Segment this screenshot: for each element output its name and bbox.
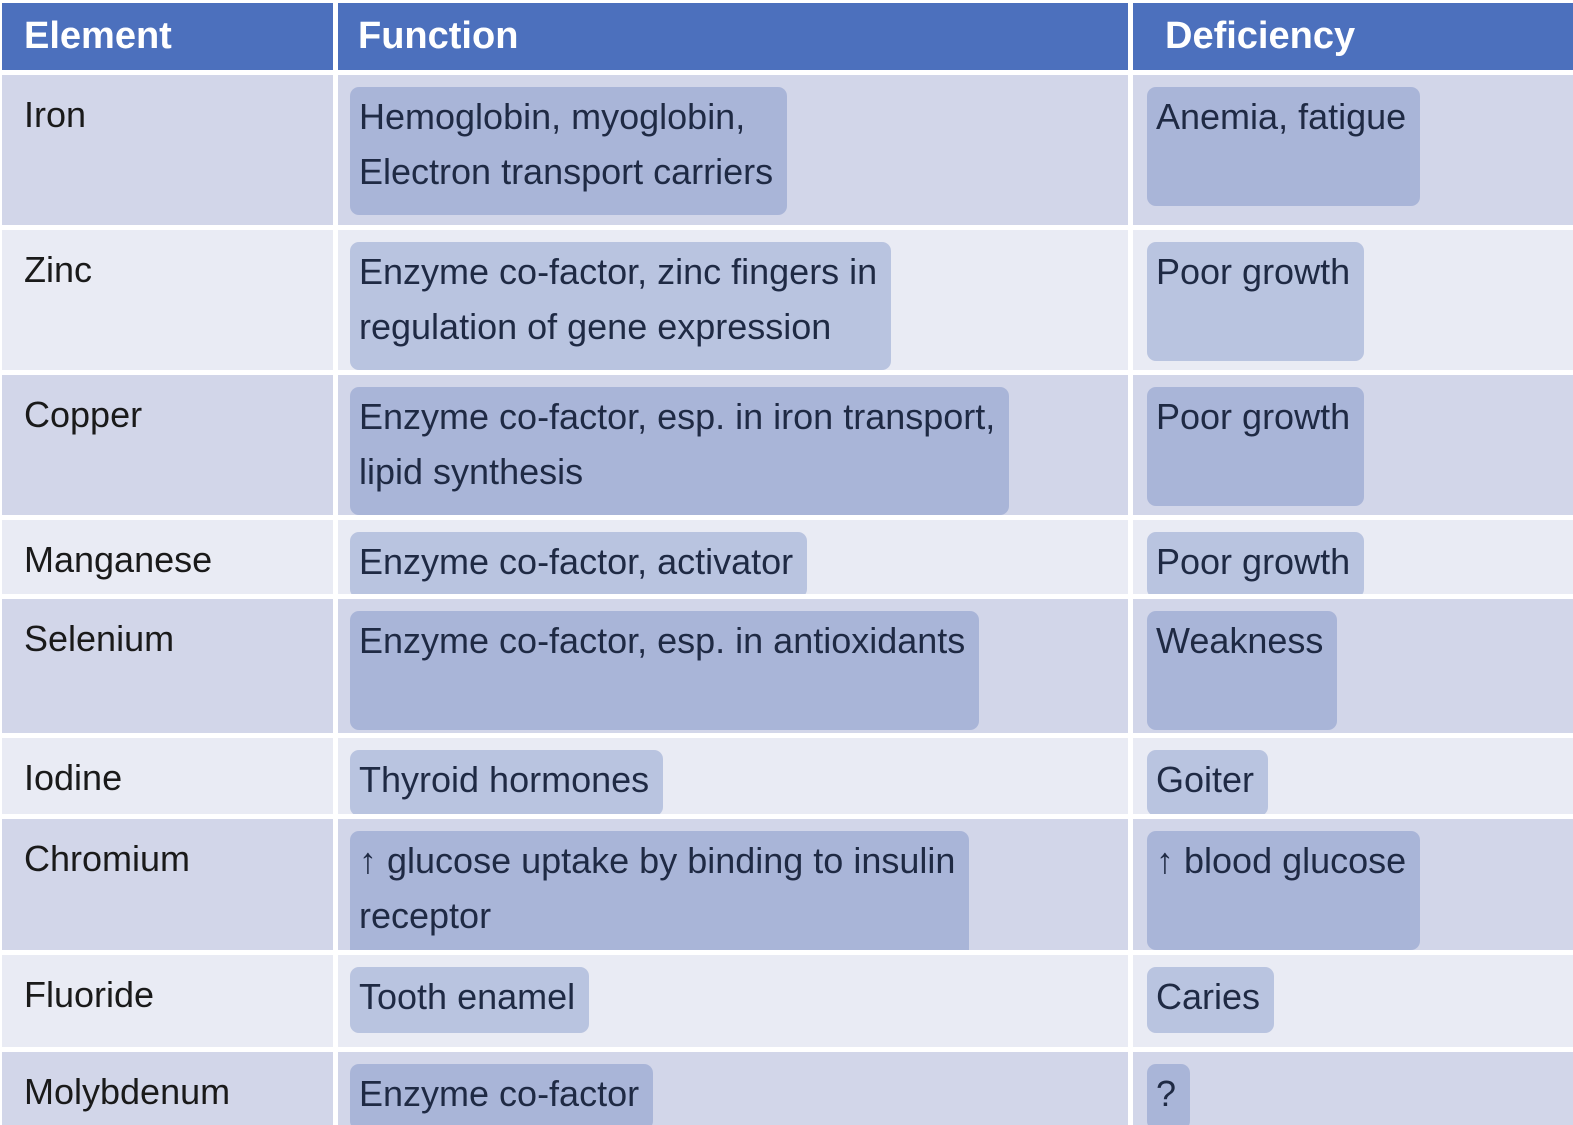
deficiency-text-highlight-mark: ? bbox=[1147, 1064, 1191, 1125]
function-text-highlight-mark: Hemoglobin, myoglobin, Electron transpor… bbox=[350, 87, 788, 215]
function-text-highlight-mark: Tooth enamel bbox=[350, 967, 590, 1033]
cell-function: Thyroid hormones bbox=[338, 738, 1128, 814]
function-text-highlight-mark: Enzyme co-factor, activator bbox=[350, 532, 808, 594]
cell-function: Enzyme co-factor, zinc fingers in regula… bbox=[338, 230, 1128, 370]
function-text-highlight-mark: Enzyme co-factor, esp. in iron transport… bbox=[350, 387, 1010, 515]
column-header-deficiency: Deficiency bbox=[1133, 3, 1573, 70]
cell-element-name: Copper bbox=[2, 375, 333, 515]
function-text-highlight-mark: Enzyme co-factor, zinc fingers in regula… bbox=[350, 242, 892, 370]
function-text-highlight-mark: Enzyme co-factor bbox=[350, 1064, 654, 1125]
elements-table: Element Function Deficiency Iron Hemoglo… bbox=[2, 3, 1573, 1125]
cell-deficiency: Goiter bbox=[1133, 738, 1573, 814]
function-text-highlight-mark: ↑ glucose uptake by binding to insulin r… bbox=[350, 831, 970, 950]
cell-deficiency: Anemia, fatigue bbox=[1133, 75, 1573, 225]
cell-element-name: Iron bbox=[2, 75, 333, 225]
cell-element-name: Zinc bbox=[2, 230, 333, 370]
deficiency-text-highlight-mark: Goiter bbox=[1147, 750, 1269, 814]
cell-deficiency: Poor growth bbox=[1133, 375, 1573, 515]
cell-function: Tooth enamel bbox=[338, 955, 1128, 1047]
cell-function: Enzyme co-factor, esp. in antioxidants bbox=[338, 599, 1128, 733]
cell-element-name: Molybdenum bbox=[2, 1052, 333, 1125]
deficiency-text-highlight-mark: Poor growth bbox=[1147, 242, 1365, 361]
cell-function: Hemoglobin, myoglobin, Electron transpor… bbox=[338, 75, 1128, 225]
column-header-element: Element bbox=[2, 3, 333, 70]
deficiency-text-highlight-mark: Poor growth bbox=[1147, 532, 1365, 594]
cell-element-name: Iodine bbox=[2, 738, 333, 814]
deficiency-text-highlight-mark: Anemia, fatigue bbox=[1147, 87, 1421, 206]
cell-element-name: Manganese bbox=[2, 520, 333, 594]
cell-element-name: Selenium bbox=[2, 599, 333, 733]
cell-function: ↑ glucose uptake by binding to insulin r… bbox=[338, 819, 1128, 950]
deficiency-text-highlight-mark: Caries bbox=[1147, 967, 1275, 1033]
cell-function: Enzyme co-factor, activator bbox=[338, 520, 1128, 594]
cell-deficiency: Caries bbox=[1133, 955, 1573, 1047]
cell-deficiency: Poor growth bbox=[1133, 520, 1573, 594]
deficiency-text-highlight-mark: Poor growth bbox=[1147, 387, 1365, 506]
function-text-highlight-mark: Thyroid hormones bbox=[350, 750, 664, 814]
cell-element-name: Fluoride bbox=[2, 955, 333, 1047]
cell-deficiency: ? bbox=[1133, 1052, 1573, 1125]
cell-function: Enzyme co-factor bbox=[338, 1052, 1128, 1125]
function-text-highlight-mark: Enzyme co-factor, esp. in antioxidants bbox=[350, 611, 980, 730]
cell-deficiency: Poor growth bbox=[1133, 230, 1573, 370]
deficiency-text-highlight-mark: Weakness bbox=[1147, 611, 1338, 730]
cell-deficiency: ↑ blood glucose bbox=[1133, 819, 1573, 950]
cell-deficiency: Weakness bbox=[1133, 599, 1573, 733]
deficiency-text-highlight-mark: ↑ blood glucose bbox=[1147, 831, 1421, 950]
cell-function: Enzyme co-factor, esp. in iron transport… bbox=[338, 375, 1128, 515]
cell-element-name: Chromium bbox=[2, 819, 333, 950]
column-header-function: Function bbox=[338, 3, 1128, 70]
